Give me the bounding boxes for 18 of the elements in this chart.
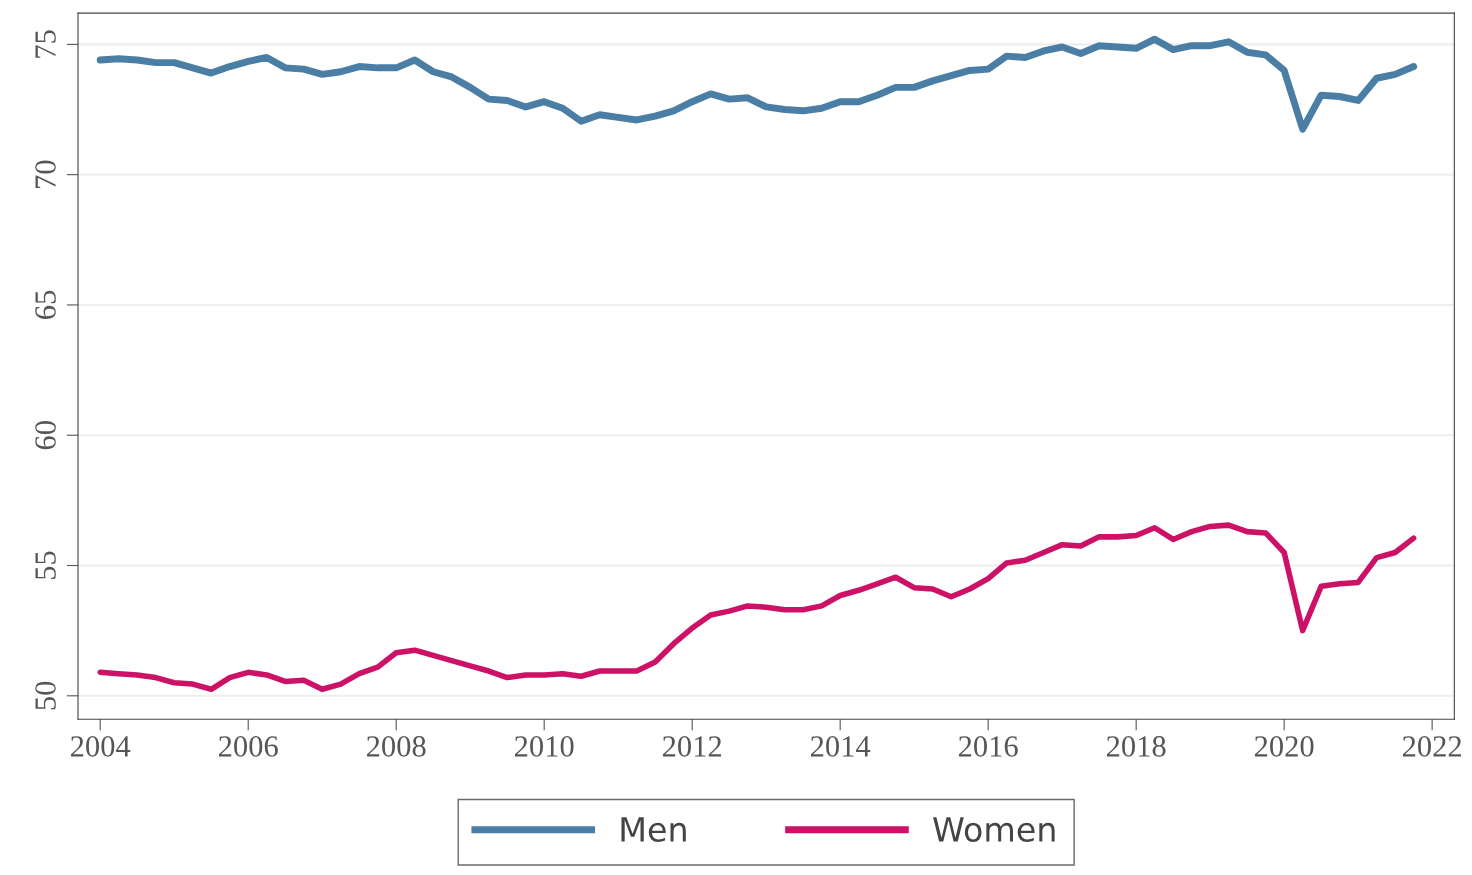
x-tick-label: 2012 — [662, 736, 722, 757]
x-tick-label: 2010 — [514, 736, 574, 757]
y-tick-label: 55 — [35, 551, 56, 580]
y-tick-label: 75 — [35, 30, 56, 58]
x-tick-label: 2006 — [218, 736, 278, 757]
y-tick-label: 70 — [35, 160, 56, 188]
x-tick-label: 2018 — [1106, 736, 1166, 757]
x-tick-label: 2004 — [71, 736, 131, 757]
x-tick-label: 2014 — [810, 736, 871, 757]
x-tick-label: 2020 — [1254, 736, 1314, 757]
y-tick-label: 65 — [35, 290, 56, 319]
legend-label: Men — [621, 817, 686, 842]
x-tick-label: 2022 — [1402, 736, 1462, 757]
y-tick-label: 50 — [35, 681, 56, 710]
x-tick-label: 2016 — [958, 736, 1018, 757]
y-tick-label: 60 — [35, 421, 56, 450]
x-tick-label: 2008 — [366, 736, 426, 757]
legend-label: Women — [933, 817, 1055, 842]
